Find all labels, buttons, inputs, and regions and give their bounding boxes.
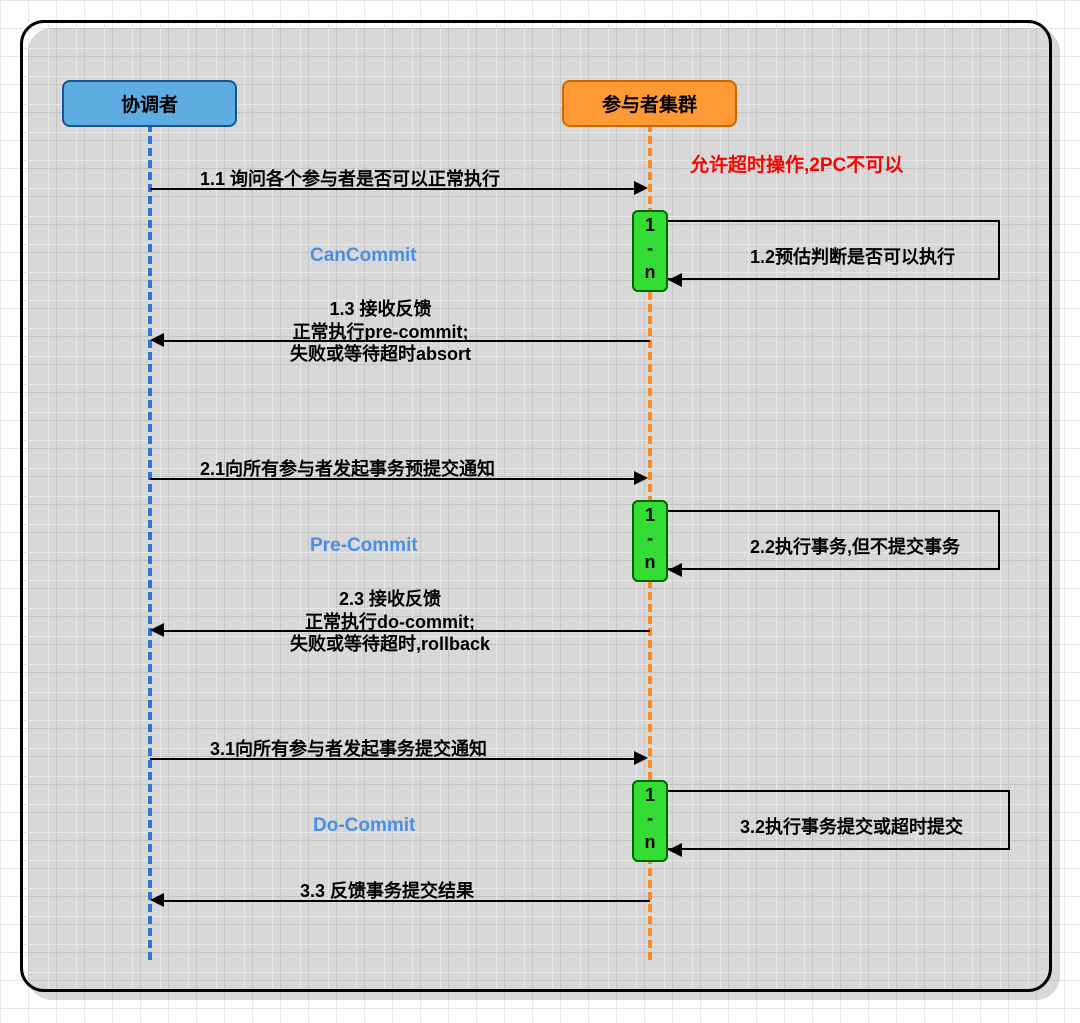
act3-mid: -: [647, 808, 653, 828]
act2-top: 1: [645, 505, 655, 525]
msg-3-3-arrow: [150, 893, 164, 907]
coordinator-lifeline: [148, 124, 152, 960]
msg-2-3-l2: 正常执行do-commit;: [305, 612, 475, 632]
act1-bot: n: [645, 262, 656, 282]
msg-3-2-arrow: [668, 843, 682, 857]
phase-precommit: Pre-Commit: [310, 535, 418, 557]
msg-3-1-arrow: [634, 751, 648, 765]
msg-1-1-arrow: [634, 181, 648, 195]
act2-mid: -: [647, 528, 653, 548]
activation-1: 1 - n: [632, 210, 668, 292]
msg-2-3-l3: 失败或等待超时,rollback: [290, 634, 490, 654]
msg-2-3-text: 2.3 接收反馈 正常执行do-commit; 失败或等待超时,rollback: [290, 588, 490, 656]
msg-2-1-text: 2.1向所有参与者发起事务预提交通知: [200, 455, 495, 481]
phase-docommit-label: Do-Commit: [313, 815, 415, 836]
msg-2-3-l1: 2.3 接收反馈: [339, 589, 441, 609]
phase-cancommit-label: CanCommit: [310, 245, 417, 266]
msg-1-1-label: 1.1 询问各个参与者是否可以正常执行: [200, 169, 500, 189]
msg-1-2-arrow: [668, 273, 682, 287]
phase-docommit: Do-Commit: [313, 815, 415, 837]
act3-bot: n: [645, 832, 656, 852]
msg-3-2-label: 3.2执行事务提交或超时提交: [740, 817, 963, 837]
msg-3-3-label: 3.3 反馈事务提交结果: [300, 881, 474, 901]
activation-3: 1 - n: [632, 780, 668, 862]
msg-1-1-text: 1.1 询问各个参与者是否可以正常执行: [200, 165, 500, 191]
msg-2-2-arrow: [668, 563, 682, 577]
msg-1-3-l3: 失败或等待超时absort: [290, 344, 471, 364]
act2-bot: n: [645, 552, 656, 572]
msg-3-3-text: 3.3 反馈事务提交结果: [300, 877, 474, 903]
msg-1-2-text: 1.2预估判断是否可以执行: [750, 243, 955, 269]
phase-precommit-label: Pre-Commit: [310, 535, 418, 556]
act1-top: 1: [645, 215, 655, 235]
act3-top: 1: [645, 785, 655, 805]
msg-3-1-text: 3.1向所有参与者发起事务提交通知: [210, 735, 487, 761]
actor-participants: 参与者集群: [562, 80, 737, 127]
msg-3-2-text: 3.2执行事务提交或超时提交: [740, 813, 963, 839]
msg-2-1-label: 2.1向所有参与者发起事务预提交通知: [200, 459, 495, 479]
msg-2-2-label: 2.2执行事务,但不提交事务: [750, 537, 960, 557]
msg-1-3-l2: 正常执行pre-commit;: [293, 322, 469, 342]
msg-1-3-arrow: [150, 333, 164, 347]
note-timeout: 允许超时操作,2PC不可以: [690, 150, 903, 177]
msg-2-3-arrow: [150, 623, 164, 637]
actor-coordinator: 协调者: [62, 80, 237, 127]
activation-2: 1 - n: [632, 500, 668, 582]
msg-2-1-arrow: [634, 471, 648, 485]
act1-mid: -: [647, 238, 653, 258]
msg-2-2-text: 2.2执行事务,但不提交事务: [750, 533, 960, 559]
actor-coordinator-label: 协调者: [121, 95, 178, 116]
phase-cancommit: CanCommit: [310, 245, 417, 267]
msg-3-1-label: 3.1向所有参与者发起事务提交通知: [210, 739, 487, 759]
actor-participants-label: 参与者集群: [602, 95, 697, 116]
msg-1-3-text: 1.3 接收反馈 正常执行pre-commit; 失败或等待超时absort: [290, 298, 471, 366]
msg-1-2-label: 1.2预估判断是否可以执行: [750, 247, 955, 267]
note-timeout-text: 允许超时操作,2PC不可以: [690, 155, 903, 176]
msg-1-3-l1: 1.3 接收反馈: [329, 299, 431, 319]
